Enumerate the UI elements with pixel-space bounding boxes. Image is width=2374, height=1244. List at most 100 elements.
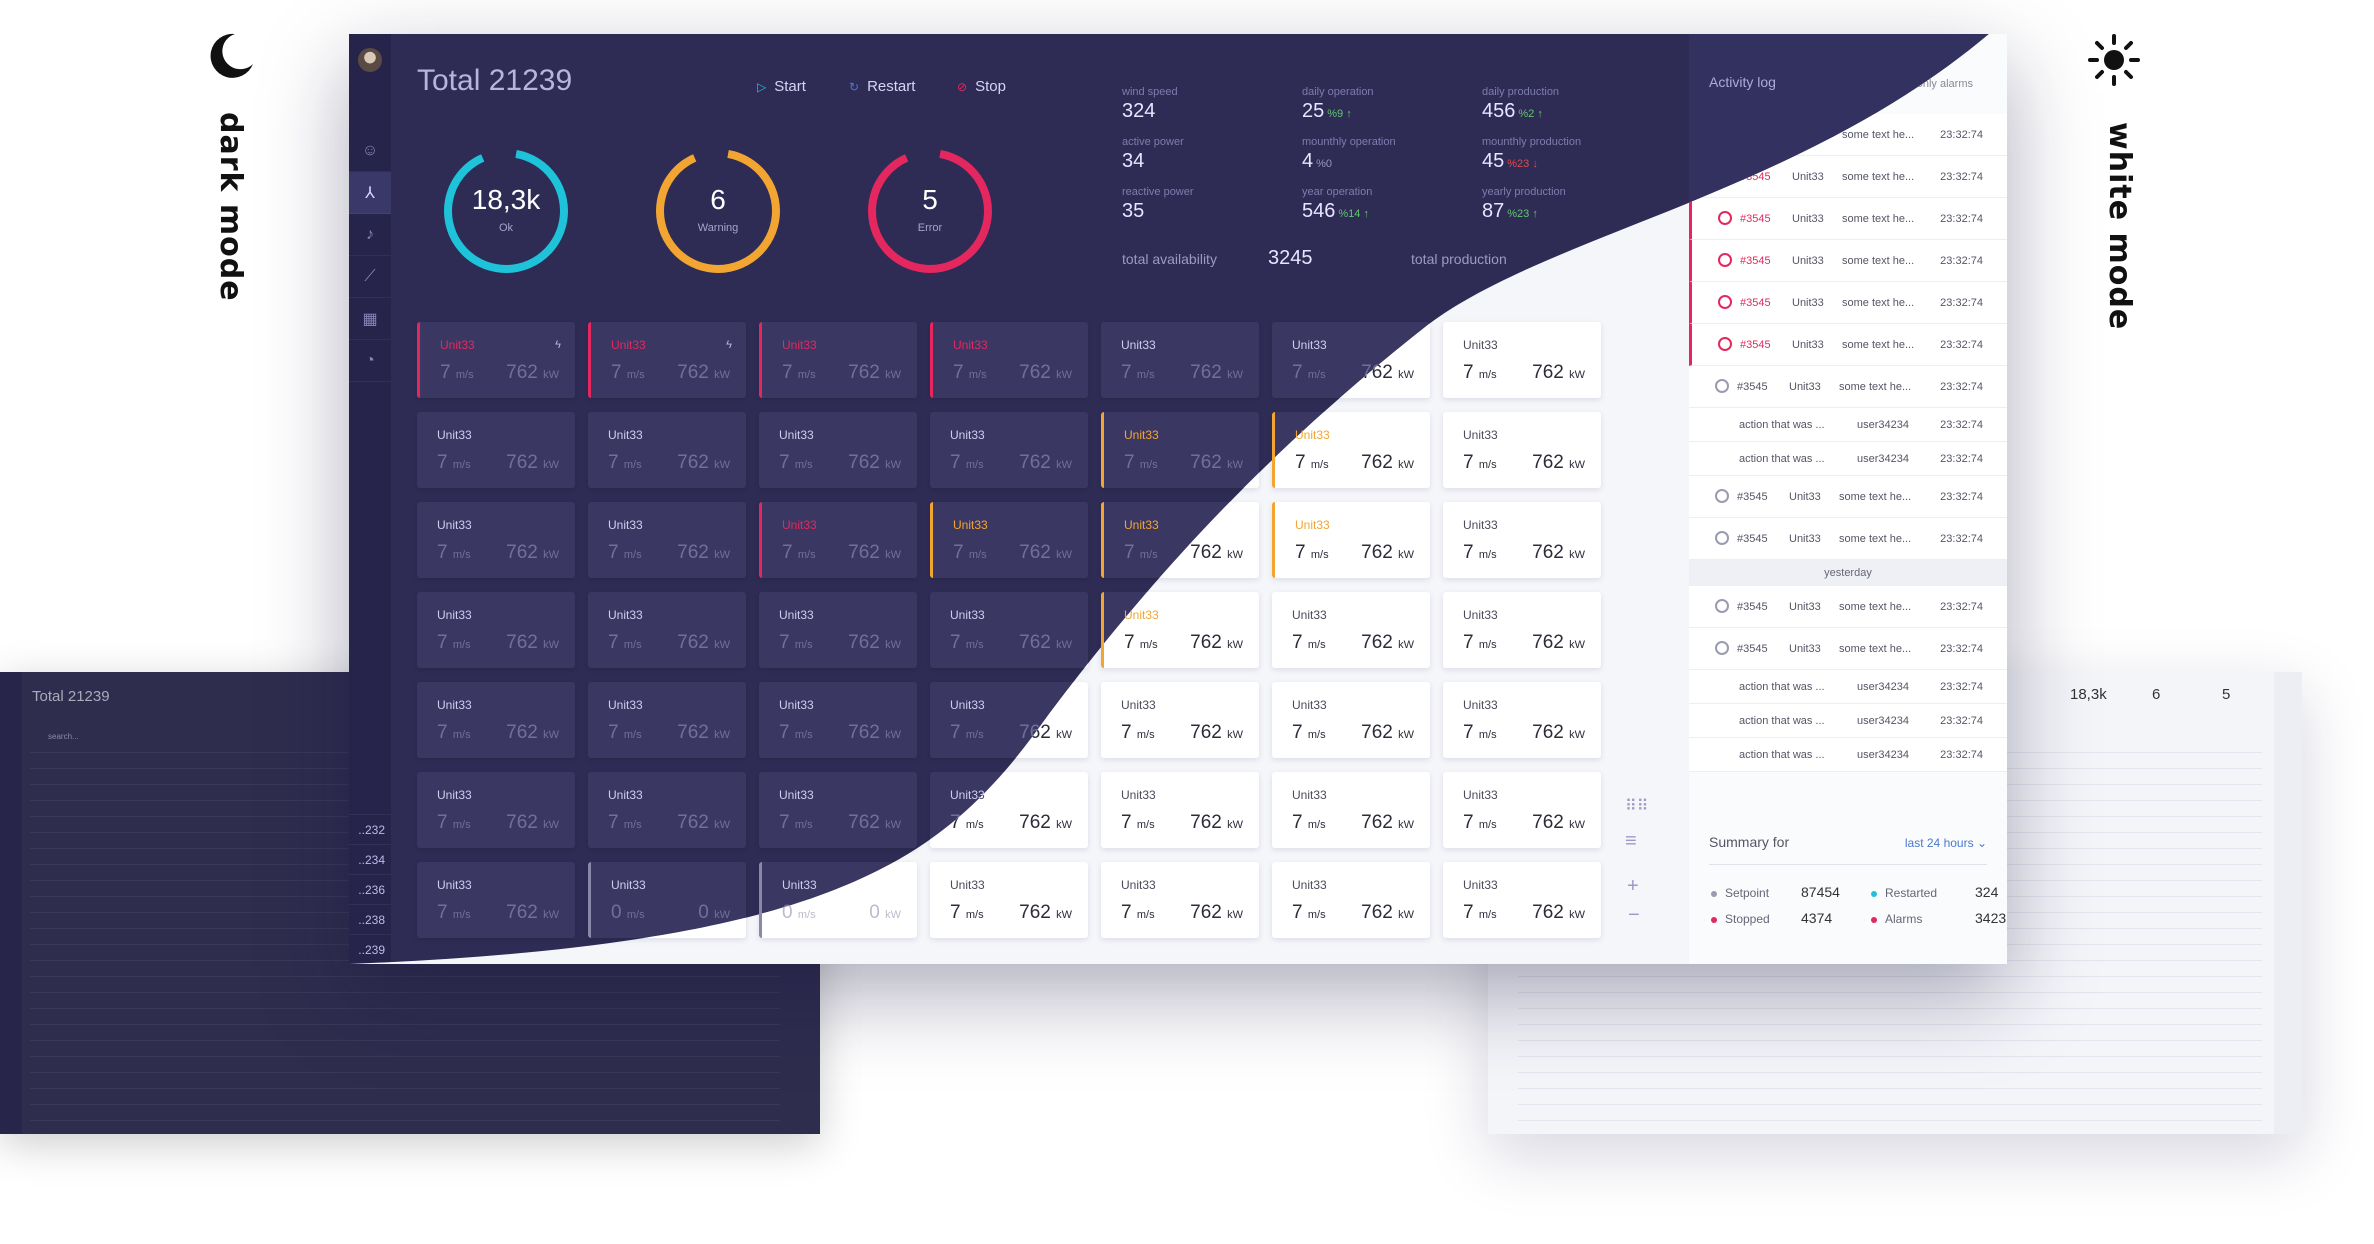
power: 762 kW [1532,632,1585,654]
left-range-item[interactable]: ..234 [349,844,391,874]
stat-value: 35 [1122,200,1282,223]
turbine-tile[interactable]: Unit33 7 m/s 762 kW [1443,412,1601,488]
zoom-out-icon[interactable]: − [1628,904,1640,926]
activity-action-row[interactable]: action that was ... user34234 23:32:74 [1689,408,2007,442]
turbine-tile[interactable]: Unit33 7 m/s 762 kW [759,772,917,848]
turbine-tile[interactable]: Unit33 7 m/s 762 kW [417,592,575,668]
avatar[interactable] [358,48,382,72]
wind-speed: 7 m/s [608,722,642,744]
turbine-tile[interactable]: Unit33 7 m/s 762 kW [759,502,917,578]
turbine-tile[interactable]: Unit33 7 m/s 762 kW [588,412,746,488]
stop-button[interactable]: ⊘ Stop [957,78,1006,95]
turbine-tile[interactable]: Unit33 7 m/s 762 kW [1272,772,1430,848]
turbine-tile[interactable]: Unit33 7 m/s 762 kW [1272,592,1430,668]
action-user: user34234 [1857,749,1909,761]
activity-log-row[interactable]: #3545 Unit33 some text he... 23:32:74 [1689,628,2007,670]
turbine-tile[interactable]: Unit33 7 m/s 762 kW [1101,862,1259,938]
preview-row-divider [30,1024,780,1025]
turbine-tile[interactable]: Unit33 7 m/s 762 kW [930,502,1088,578]
activity-log-row[interactable]: #3545 Unit33 some text he... 23:32:74 [1689,198,2007,240]
turbine-tile[interactable]: Unit33 7 m/s 762 kW [1443,772,1601,848]
turbine-tile[interactable]: Unit33 7 m/s 762 kW [1272,502,1430,578]
turbine-tile[interactable]: Unit33 7 m/s 762 kW [588,772,746,848]
turbine-icon[interactable]: ⅄ [349,172,391,214]
power-value: 762 [1532,362,1564,383]
turbine-tile[interactable]: Unit33 7 m/s 762 kW [759,412,917,488]
zoom-in-icon[interactable]: + [1627,875,1639,897]
activity-action-row[interactable]: action that was ... user34234 23:32:74 [1689,738,2007,772]
turbine-tile[interactable]: Unit33 7 m/s 762 kW [930,322,1088,398]
activity-log-row[interactable]: #3545 Unit33 some text he... 23:32:74 [1689,240,2007,282]
turbine-tile[interactable]: Unit33 7 m/s 762 kW [1443,592,1601,668]
page-title: Total 21239 [417,64,573,97]
turbine-tile[interactable]: Unit33 7 m/s 762 kW [1272,682,1430,758]
activity-log-row[interactable]: #3545 Unit33 some text he... 23:32:74 [1689,324,2007,366]
clock-icon[interactable]: ◔ [349,340,391,382]
activity-action-row[interactable]: action that was ... user34234 23:32:74 [1689,442,2007,476]
turbine-tile[interactable]: Unit33 7 m/s 762 kW [759,322,917,398]
stat-value: 34 [1122,150,1282,173]
start-button[interactable]: ▷ Start [757,78,806,95]
speed-value: 7 [1292,362,1303,383]
left-range-item[interactable]: ..239 [349,934,391,964]
turbine-tile[interactable]: Unit33 7 m/s 762 kW [588,592,746,668]
turbine-tile[interactable]: Unit33 7 m/s 762 kW [588,502,746,578]
speed-value: 0 [611,902,622,923]
user-icon[interactable]: ☺ [349,130,391,172]
power-unit: kW [885,909,901,921]
speed-value: 7 [950,722,961,743]
activity-log-row[interactable]: #3545 Unit33 some text he... 23:32:74 [1689,366,2007,408]
grid-view-icon[interactable]: ⠿⠿ [1625,798,1649,815]
activity-log-row[interactable]: #3545 Unit33 some text he... 23:32:74 [1689,476,2007,518]
turbine-tile[interactable]: Unit33 7 m/s 762 kW [1443,322,1601,398]
power: 762 kW [1532,812,1585,834]
turbine-tile[interactable]: Unit33 7 m/s 762 kW [588,682,746,758]
activity-action-row[interactable]: action that was ... user34234 23:32:74 [1689,704,2007,738]
turbine-tile[interactable]: Unit33 7 m/s 762 kW [1101,412,1259,488]
unit-name: Unit33 [950,698,985,712]
bell-icon[interactable]: ♪ [349,214,391,256]
alarms-stat: Alarms 3423 [1871,912,1922,926]
stat-item: mounthly operation 4 %0 [1302,136,1462,173]
turbine-tile[interactable]: Unit33 7 m/s 762 kW [759,682,917,758]
left-range-item[interactable]: ..238 [349,904,391,934]
turbine-tile[interactable]: Unit33 ϟ 7 m/s 762 kW [588,322,746,398]
warning-label: Warning [697,222,739,234]
turbine-tile[interactable]: Unit33 ϟ 7 m/s 762 kW [417,322,575,398]
speed-value: 7 [1124,542,1135,563]
turbine-tile[interactable]: Unit33 7 m/s 762 kW [1101,322,1259,398]
turbine-tile[interactable]: Unit33 7 m/s 762 kW [1443,862,1601,938]
list-view-icon[interactable]: ≡ [1625,830,1637,852]
speed-unit: m/s [1307,819,1326,831]
turbine-tile[interactable]: Unit33 7 m/s 762 kW [417,412,575,488]
activity-action-row[interactable]: action that was ... user34234 23:32:74 [1689,670,2007,704]
turbine-tile[interactable]: Unit33 7 m/s 762 kW [1443,502,1601,578]
turbine-tile[interactable]: Unit33 7 m/s 762 kW [1101,682,1259,758]
left-range-item[interactable]: ..232 [349,814,391,844]
chart-icon[interactable]: ⟋ [349,256,391,298]
turbine-tile[interactable]: Unit33 7 m/s 762 kW [417,772,575,848]
power: 0 kW [869,902,901,924]
summary-range-select[interactable]: last 24 hours ⌄ [1905,836,1987,850]
turbine-tile[interactable]: Unit33 7 m/s 762 kW [417,682,575,758]
left-range-item[interactable]: ..236 [349,874,391,904]
restart-button[interactable]: ↻ Restart [849,78,915,95]
turbine-tile[interactable]: Unit33 7 m/s 762 kW [1443,682,1601,758]
activity-log-row[interactable]: #3545 Unit33 some text he... 23:32:74 [1689,282,2007,324]
event-unit: Unit33 [1789,381,1821,393]
activity-log-row[interactable]: #3545 Unit33 some text he... 23:32:74 [1689,586,2007,628]
turbine-tile[interactable]: Unit33 7 m/s 762 kW [417,502,575,578]
speed-value: 7 [953,542,964,563]
turbine-tile[interactable]: Unit33 7 m/s 762 kW [1272,862,1430,938]
turbine-tile[interactable]: Unit33 7 m/s 762 kW [417,862,575,938]
moon-icon [210,33,253,78]
turbine-tile[interactable]: Unit33 7 m/s 762 kW [930,862,1088,938]
turbine-tile[interactable]: Unit33 7 m/s 762 kW [759,592,917,668]
activity-log-row[interactable]: #3545 Unit33 some text he... 23:32:74 [1689,518,2007,560]
calendar-icon[interactable]: ▦ [349,298,391,340]
turbine-tile[interactable]: Unit33 7 m/s 762 kW [1101,772,1259,848]
event-text: some text he... [1839,643,1912,655]
power-unit: kW [885,819,901,831]
turbine-tile[interactable]: Unit33 7 m/s 762 kW [930,592,1088,668]
turbine-tile[interactable]: Unit33 7 m/s 762 kW [930,412,1088,488]
